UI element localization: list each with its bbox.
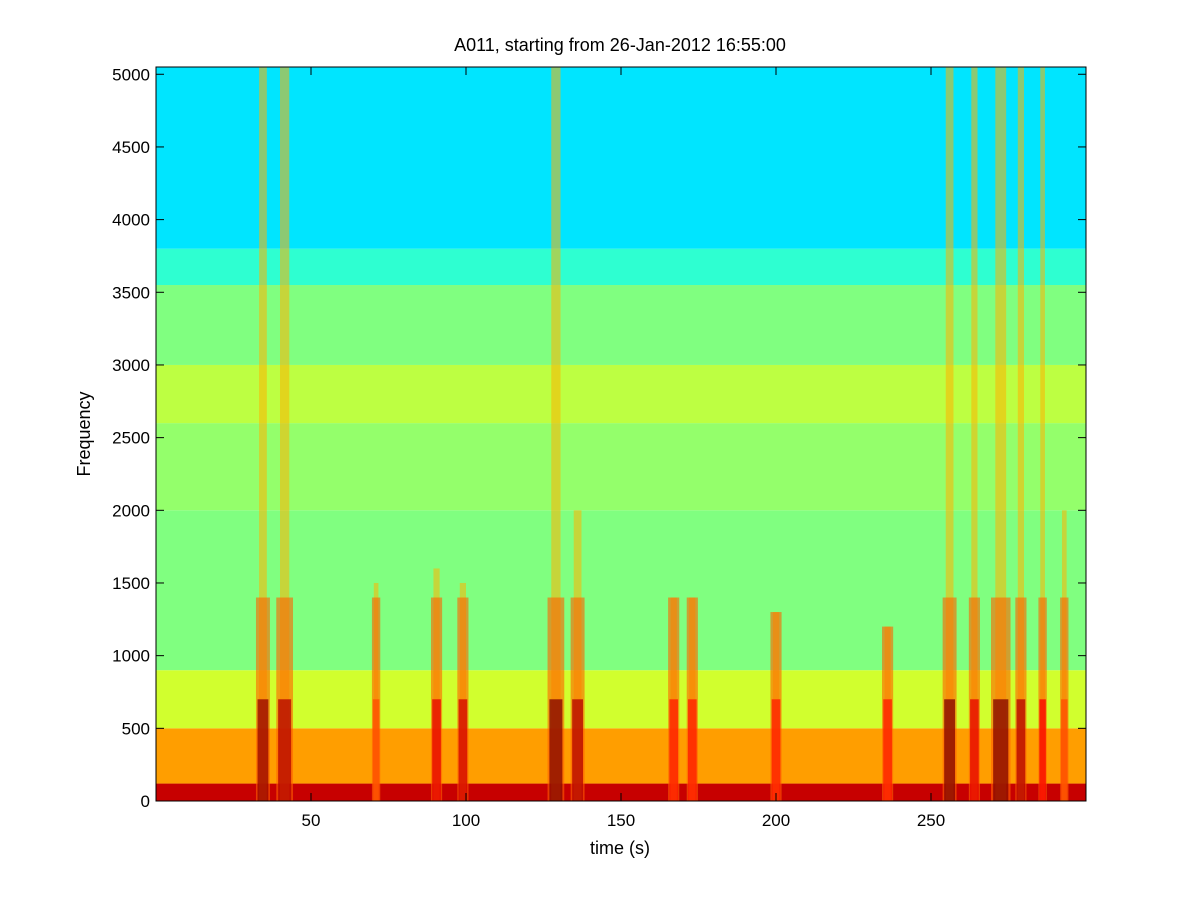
- energy-band: [156, 423, 1086, 511]
- broadband-event: [547, 67, 565, 801]
- broadband-event: [770, 612, 782, 801]
- x-tick-label: 100: [452, 811, 480, 830]
- y-tick-label: 3000: [112, 356, 150, 375]
- broadband-event: [968, 67, 980, 801]
- broadband-event: [686, 597, 698, 801]
- energy-band: [156, 670, 1086, 729]
- energy-band: [156, 364, 1086, 424]
- broadband-event: [276, 67, 294, 801]
- chart-title: A011, starting from 26-Jan-2012 16:55:00: [454, 35, 786, 55]
- broadband-event: [255, 67, 270, 801]
- y-tick-label: 3500: [112, 283, 150, 302]
- y-axis-label: Frequency: [74, 391, 94, 476]
- energy-band: [156, 67, 1086, 249]
- broadband-event: [1015, 67, 1027, 801]
- ticks-layer: 50 100 150 200 25005001000150020002500300035…: [112, 65, 1086, 830]
- broadband-event: [882, 626, 894, 801]
- y-tick-label: 2000: [112, 501, 150, 520]
- y-tick-label: 1000: [112, 647, 150, 666]
- energy-band: [156, 783, 1086, 801]
- y-tick-label: 2500: [112, 429, 150, 448]
- y-tick-label: 4000: [112, 211, 150, 230]
- x-tick-label: 200: [762, 811, 790, 830]
- broadband-event: [1060, 510, 1069, 801]
- x-tick-label: 50: [302, 811, 321, 830]
- plot-frame: [155, 66, 1087, 802]
- y-tick-label: 4500: [112, 138, 150, 157]
- y-tick-label: 1500: [112, 574, 150, 593]
- y-tick-label: 500: [122, 719, 150, 738]
- plot-area: [156, 67, 1086, 801]
- broadband-event: [570, 510, 585, 801]
- broadband-event: [990, 67, 1011, 801]
- broadband-event: [457, 582, 469, 801]
- x-axis-label: time (s): [590, 838, 650, 858]
- broadband-event: [942, 67, 957, 801]
- x-tick-label: 250: [917, 811, 945, 830]
- y-tick-label: 5000: [112, 65, 150, 84]
- energy-band: [156, 728, 1086, 784]
- energy-band: [156, 510, 1086, 671]
- energy-band: [156, 248, 1086, 286]
- energy-band: [156, 285, 1086, 365]
- y-tick-label: 0: [141, 792, 150, 811]
- x-tick-label: 150: [607, 811, 635, 830]
- broadband-event: [1038, 67, 1047, 801]
- broadband-event: [371, 582, 381, 801]
- broadband-event: [668, 597, 680, 801]
- broadband-event: [430, 568, 443, 801]
